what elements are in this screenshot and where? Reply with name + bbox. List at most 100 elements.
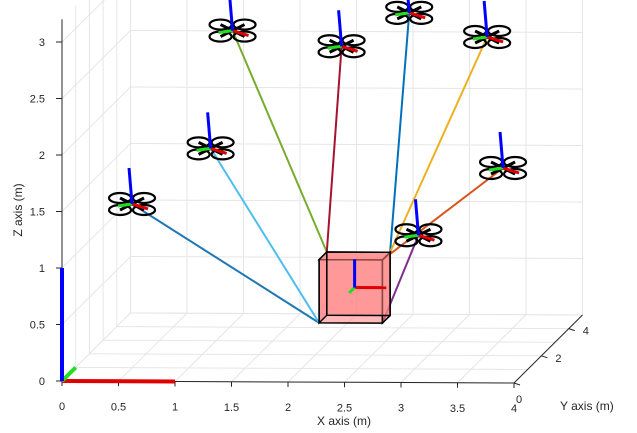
drone-6 xyxy=(463,0,512,50)
drone-z-axis xyxy=(406,0,411,13)
x-tick-label: 3 xyxy=(398,403,404,415)
drone-4 xyxy=(317,10,366,59)
drone-z-axis xyxy=(498,131,505,169)
world-y-axis xyxy=(60,365,78,383)
payload-y-axis xyxy=(348,286,356,295)
grid-line-z-left xyxy=(61,199,131,269)
tether-line xyxy=(389,36,489,253)
rotor xyxy=(232,30,257,43)
drone-z-axis xyxy=(337,10,344,47)
y-axis-label: Y axis (m) xyxy=(560,399,614,413)
payload-layer xyxy=(317,250,392,325)
grid-line-z-back xyxy=(130,143,583,146)
x-tick-label: 2.5 xyxy=(337,402,352,414)
z-axis-label: Z axis (m) xyxy=(11,183,25,236)
z-tick-label: 1.5 xyxy=(30,207,45,219)
tether-line xyxy=(325,46,343,253)
y-tick-label: 2 xyxy=(555,353,561,365)
drone-z-axis xyxy=(127,167,134,205)
grid-layer xyxy=(61,0,583,384)
x-tick-label: 1.5 xyxy=(224,402,239,414)
drone-x-axis xyxy=(131,202,149,211)
drone-layer xyxy=(107,0,528,248)
grid-line-x-floor xyxy=(400,314,470,383)
z-tick-label: 0 xyxy=(39,376,45,388)
drone-z-axis xyxy=(206,112,213,149)
grid-line-z-back xyxy=(130,30,583,33)
rotor xyxy=(409,12,434,25)
y-tick-label: 0 xyxy=(516,394,522,406)
grid-line-y-floor xyxy=(116,326,569,330)
y-tick xyxy=(541,355,548,359)
rotor xyxy=(502,167,528,181)
drone-y-axis xyxy=(218,29,233,35)
grid-line-y-floor xyxy=(89,353,542,357)
rotor xyxy=(487,36,512,50)
drone-y-axis xyxy=(395,11,410,17)
drone-x-axis xyxy=(502,166,520,175)
y-axis-line xyxy=(513,314,583,384)
grid-line-z-left xyxy=(61,86,131,156)
tether-line xyxy=(231,30,328,253)
grid-line-z-back xyxy=(130,199,583,203)
grid-line-x-floor xyxy=(457,314,527,384)
drone-5 xyxy=(385,0,434,25)
y-tick xyxy=(568,328,575,332)
drone-y-axis xyxy=(404,233,419,239)
x-tick-label: 2 xyxy=(285,402,291,414)
rotor xyxy=(418,235,443,248)
drone-x-axis xyxy=(232,29,249,38)
y-tick-label: 4 xyxy=(583,326,589,338)
world-frame-layer xyxy=(60,268,176,384)
drone-y-axis xyxy=(488,166,504,172)
payload-face xyxy=(326,251,391,317)
tether-line xyxy=(209,147,320,324)
drone-x-axis xyxy=(341,44,359,53)
drone-2 xyxy=(186,112,235,161)
z-tick-label: 2.5 xyxy=(30,94,45,106)
drone-8 xyxy=(394,199,443,248)
drone-y-axis xyxy=(327,44,342,50)
grid-line-x-floor xyxy=(231,313,301,383)
drone-x-axis xyxy=(418,233,435,242)
drone-x-axis xyxy=(408,11,426,20)
drone-y-axis xyxy=(196,146,211,152)
z-tick-label: 2 xyxy=(39,150,45,162)
drone-z-axis xyxy=(228,0,235,31)
drone-1 xyxy=(107,167,157,217)
grid-line-y-floor xyxy=(75,366,528,370)
grid-line-x-floor xyxy=(174,313,244,382)
drone-z-axis xyxy=(413,199,420,236)
tether-line xyxy=(381,167,504,261)
grid-line-z-left xyxy=(61,143,131,212)
payload-face xyxy=(318,250,328,325)
tether-line xyxy=(389,12,411,253)
grid-line-z-left xyxy=(61,0,106,43)
rotor xyxy=(131,203,157,217)
grid-line-y-floor xyxy=(103,339,556,343)
grid-line-x-floor xyxy=(287,313,357,383)
tether-layer xyxy=(131,12,504,324)
world-x-axis xyxy=(61,379,176,384)
grid-line-z-back xyxy=(130,86,583,90)
rotor xyxy=(341,46,366,59)
drone-y-axis xyxy=(117,202,133,208)
drone-y-axis xyxy=(472,35,488,41)
grid-line-z-left xyxy=(61,30,131,99)
drone-7 xyxy=(478,131,528,181)
z-tick-label: 1 xyxy=(39,263,45,275)
grid-line-z-left xyxy=(61,256,131,325)
z-tick-label: 3 xyxy=(39,37,45,49)
x-axis-label: X axis (m) xyxy=(317,414,371,428)
x-tick-label: 0.5 xyxy=(111,401,126,413)
tether-line xyxy=(131,203,320,324)
grid-line-x-floor xyxy=(344,313,414,383)
drone-x-axis xyxy=(210,146,228,155)
x-tick-label: 0 xyxy=(59,401,65,413)
x-tick-label: 1 xyxy=(172,402,178,414)
x-tick-label: 4 xyxy=(511,403,517,415)
grid-line-x-floor xyxy=(118,312,188,382)
drone-x-axis xyxy=(486,35,504,44)
